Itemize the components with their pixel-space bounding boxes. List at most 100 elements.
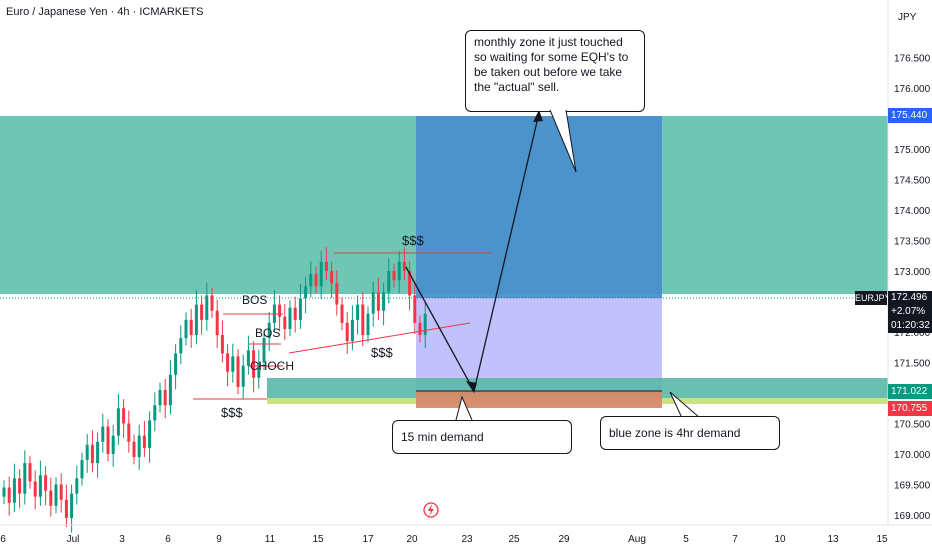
candle-body [200,304,204,320]
candle-body [423,313,427,336]
flash-icon-bolt [428,504,434,516]
candle-body [163,389,167,406]
candle-body [96,441,100,464]
candle-body [148,420,152,448]
candle-body [231,356,235,372]
candle-body [64,499,68,518]
candle-body [278,304,282,317]
candle-body [142,435,146,448]
candle-body [153,405,157,421]
y-tick-label: 175.000 [894,145,931,156]
y-tick-label: 172.000 [894,328,931,339]
x-tick-label: 3 [119,534,125,545]
x-tick-label: 15 [312,534,324,545]
candle-body [298,298,302,320]
candle-body [210,295,214,311]
candle-body [23,463,27,494]
candle-body [158,389,162,406]
x-tick-label: 25 [508,534,520,545]
y-tick-label: 169.500 [894,480,931,491]
candle-body [397,261,401,281]
candle-body [70,493,74,518]
y-tick-label: 176.000 [894,84,931,95]
candle-body [335,283,339,305]
x-tick-label: 13 [827,534,839,545]
candle-body [262,338,266,363]
candle-body [304,286,308,299]
y-tick-label: 169.000 [894,511,931,522]
chart-title: Euro / Japanese Yen · 4h · ICMARKETS [6,6,204,18]
candle-body [309,274,313,287]
x-tick-label: 6 [165,534,171,545]
candle-body [371,292,375,314]
candle-body [80,460,84,479]
candle-body [324,261,328,272]
liquidity-top-label: $$$ [402,233,424,248]
candle-body [267,322,271,339]
x-tick-label: Jul [67,534,80,545]
callout-monthly-zone[interactable]: monthly zone it just touched so waiting … [465,30,645,112]
candle-body [330,271,334,284]
demand-15m-zone [416,391,662,408]
candle-body [257,362,261,378]
choch-label: CHOCH [250,359,294,373]
candle-body [85,444,89,461]
candle-body [75,478,79,494]
bos1-label: BOS [242,293,267,307]
candle-body [283,316,287,329]
liquidity-low-label: $$$ [221,405,243,420]
candle-body [387,271,391,293]
candle-body [241,365,245,387]
x-tick-label: 5 [683,534,689,545]
candle-body [392,271,396,281]
bar-countdown: 01:20:32 [891,320,930,331]
y-tick-label: 171.500 [894,359,931,370]
y-tick-label: 176.500 [894,54,931,65]
candle-body [174,353,178,375]
candle-body [413,295,417,323]
change-pct: +2.07% [891,306,926,317]
candle-body [382,292,386,311]
candle-body [361,304,365,336]
candle-body [252,350,256,378]
candles-layer [2,247,427,533]
candle-body [90,444,94,464]
candle-body [226,353,230,372]
last-price: 172.496 [891,292,928,303]
candle-body [314,274,318,287]
x-tick-label: 7 [732,534,738,545]
entry-zone [416,298,662,390]
callout-15min-demand[interactable]: 15 min demand [392,420,572,454]
candle-body [376,292,380,311]
candle-body [340,304,344,323]
candle-body [111,435,115,454]
candle-body [236,356,240,387]
candle-body [293,307,297,320]
callout-4hr-demand[interactable]: blue zone is 4hr demand [600,416,780,450]
target-zone [416,116,662,298]
x-tick-label: 11 [265,534,276,545]
y-tick-label: 170.000 [894,450,931,461]
y-tick-label: 174.500 [894,176,931,187]
x-tick-label: 23 [461,534,473,545]
candle-body [356,304,360,320]
candle-body [116,408,120,436]
last-price-box: 172.496 +2.07% 01:20:32 [888,291,932,333]
candle-body [319,261,323,287]
candle-body [2,487,6,497]
y-tick-labels: 169.000169.500170.000170.500171.000171.5… [894,54,931,522]
x-tick-label: 15 [876,534,888,545]
candle-body [137,435,141,458]
candle-body [189,319,193,336]
candle-body [44,475,48,491]
candle-body [122,408,126,424]
x-tick-label: 20 [406,534,418,545]
candle-body [194,304,198,336]
candle-body [127,423,131,442]
x-tick-label: 9 [216,534,222,545]
flash-icon[interactable] [423,502,439,518]
y-tick-label: 173.000 [894,267,931,278]
price-tag-teal: 171.022 [888,384,932,399]
